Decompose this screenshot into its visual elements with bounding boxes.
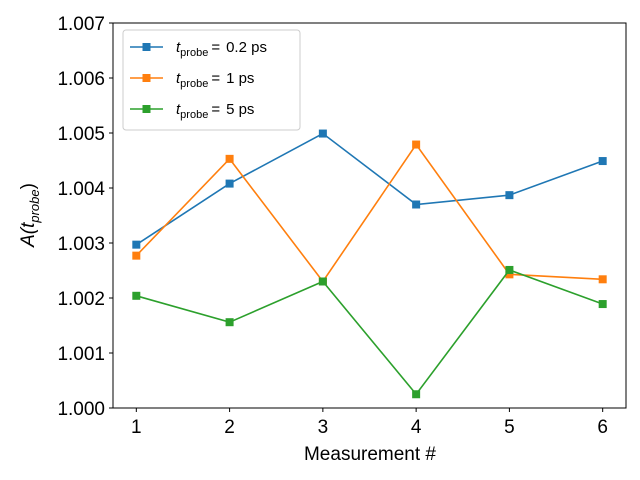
data-point (132, 240, 141, 249)
legend-label-var: t (176, 39, 181, 56)
data-point (598, 300, 607, 309)
legend-label: tprobe = 5 ps (176, 101, 254, 121)
y-tick-label: 1.003 (57, 234, 105, 255)
series-0 (132, 129, 607, 249)
legend-label-eq: = (211, 101, 220, 118)
legend-label: tprobe = 1 ps (176, 70, 254, 90)
x-axis-label: Measurement # (304, 444, 436, 465)
y-tick-label: 1.004 (57, 179, 105, 200)
y-axis-ticks: 1.000 1.001 1.002 1.003 1.004 1.005 1.006 1.007 (57, 14, 113, 420)
data-point (598, 275, 607, 284)
y-tick-label: 1.001 (57, 344, 105, 365)
y-axis-label: A(tprobe) (18, 183, 42, 248)
legend-marker (142, 74, 151, 82)
series-2 (132, 265, 607, 399)
series-line (136, 268, 603, 396)
data-point (318, 129, 327, 138)
x-tick-label: 6 (597, 417, 608, 438)
data-point (225, 154, 234, 163)
x-axis-ticks: 1 2 3 4 5 6 (131, 408, 608, 438)
y-tick-label: 1.005 (57, 124, 105, 145)
legend-label-value: 0.2 ps (226, 39, 267, 56)
x-tick-label: 4 (411, 417, 422, 438)
data-point (225, 179, 234, 188)
axes-frame (112, 22, 627, 409)
y-tick-label: 1.007 (57, 14, 105, 35)
legend-label-value: 5 ps (226, 101, 254, 118)
legend-marker (142, 43, 151, 51)
data-point (412, 390, 421, 399)
y-tick-label: 1.002 (57, 289, 105, 310)
series-1 (132, 140, 607, 286)
legend-marker (142, 105, 151, 113)
y-tick-label: 1.006 (57, 69, 105, 90)
x-tick-label: 1 (131, 417, 142, 438)
data-point (132, 291, 141, 300)
data-point (505, 265, 514, 274)
legend-label-var: t (176, 70, 181, 87)
data-point (132, 251, 141, 260)
data-point (505, 191, 514, 200)
legend-label-var: t (176, 101, 181, 118)
legend-label-sub: probe (180, 78, 208, 90)
y-tick-label: 1.000 (57, 399, 105, 420)
legend-box (122, 29, 301, 131)
data-point (598, 157, 607, 166)
series-line (135, 143, 603, 283)
legend-item: tprobe = 1 ps (130, 70, 254, 90)
x-tick-label: 2 (224, 417, 235, 438)
series-line (135, 132, 603, 246)
legend-label-sub: probe (180, 109, 208, 121)
data-point (412, 200, 421, 209)
data-point (412, 140, 421, 149)
data-point (318, 277, 327, 286)
legend-label-eq: = (211, 39, 220, 56)
x-tick-label: 5 (504, 417, 515, 438)
y-axis-label-close: ) (18, 183, 39, 189)
legend-label-value: 1 ps (226, 70, 254, 87)
data-point (225, 318, 234, 327)
y-axis-label-main: A(t (18, 222, 39, 248)
plot-area (132, 129, 607, 399)
legend-item: tprobe = 5 ps (130, 101, 254, 121)
y-axis-label-sub: probe (27, 189, 42, 223)
legend-label-eq: = (211, 70, 220, 87)
legend-label: tprobe = 0.2 ps (176, 39, 267, 59)
data-point (505, 270, 514, 279)
legend-label-sub: probe (180, 47, 208, 59)
x-tick-label: 3 (318, 417, 329, 438)
legend-item: tprobe = 0.2 ps (130, 39, 267, 59)
